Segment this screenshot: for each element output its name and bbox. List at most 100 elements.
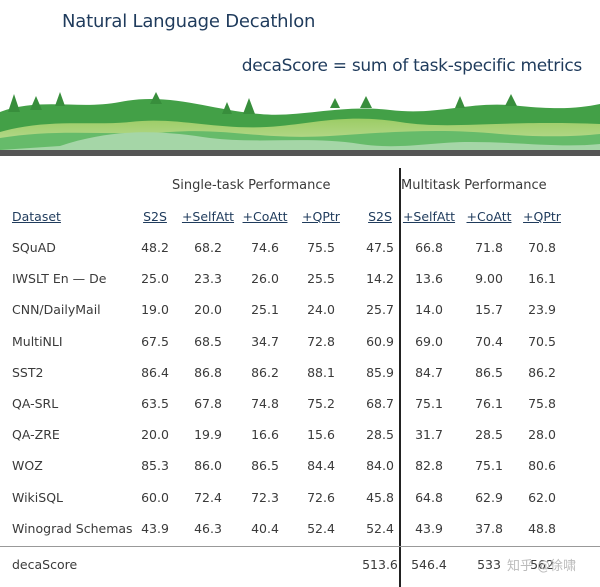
- table-cell: 72.3: [251, 489, 279, 505]
- table-cell: 86.4: [141, 364, 169, 380]
- table-cell: 64.8: [415, 489, 443, 505]
- table-cell: 62.9: [475, 489, 503, 505]
- column-header: +CoAtt: [242, 209, 288, 224]
- table-cell: 82.8: [415, 458, 443, 474]
- table-cell: 72.8: [307, 333, 335, 349]
- table-cell: 52.4: [307, 520, 335, 536]
- column-header: +QPtr: [302, 209, 340, 224]
- table-cell: 74.6: [251, 240, 279, 255]
- table-cell: 68.7: [366, 396, 394, 411]
- table-cell: 84.4: [307, 458, 335, 474]
- total-cell: 533: [477, 557, 501, 572]
- table-cell: 67.5: [141, 333, 169, 349]
- table-cell: 75.1: [475, 458, 503, 474]
- page-subtitle: decaScore = sum of task-specific metrics: [241, 56, 583, 76]
- forest-hills-banner: [0, 92, 600, 156]
- page-title: Natural Language Decathlon: [62, 11, 316, 32]
- table-cell: 86.5: [475, 364, 503, 380]
- table-cell: 66.8: [415, 240, 443, 255]
- table-cell: 13.6: [415, 271, 443, 287]
- table-cell: 9.00: [475, 271, 503, 287]
- column-header: +SelfAtt: [402, 209, 456, 224]
- table-cell: 40.4: [251, 520, 279, 536]
- table-cell: 70.4: [475, 333, 503, 349]
- table-cell: 62.0: [528, 489, 556, 505]
- row-dataset-name: WikiSQL: [12, 489, 64, 505]
- table-cell: 26.0: [251, 271, 279, 287]
- table-cell: 74.8: [251, 396, 279, 411]
- table-cell: 84.0: [366, 458, 394, 474]
- table-cell: 86.0: [194, 458, 222, 474]
- table-cell: 46.3: [194, 520, 222, 536]
- table-cell: 60.0: [141, 489, 169, 505]
- row-dataset-name: WOZ: [12, 458, 43, 474]
- table-cell: 20.0: [141, 427, 169, 443]
- row-dataset-name: Winograd Schemas: [12, 520, 133, 536]
- table-cell: 86.8: [194, 364, 222, 380]
- table-cell: 48.2: [141, 240, 169, 255]
- row-dataset-name: MultiNLI: [12, 333, 63, 349]
- table-cell: 19.0: [141, 302, 169, 318]
- table-cell: 23.9: [528, 302, 556, 318]
- row-dataset-name: SQuAD: [12, 240, 56, 255]
- table-cell: 48.8: [528, 520, 556, 536]
- table-cell: 67.8: [194, 396, 222, 411]
- table-cell: 84.7: [415, 364, 443, 380]
- table-cell: 72.4: [194, 489, 222, 505]
- table-cell: 16.1: [528, 271, 556, 287]
- table-cell: 68.5: [194, 333, 222, 349]
- table-cell: 25.7: [366, 302, 394, 318]
- table-cell: 45.8: [366, 489, 394, 505]
- table-cell: 75.8: [528, 396, 556, 411]
- row-dataset-name: CNN/DailyMail: [12, 302, 101, 318]
- row-dataset-name: IWSLT En — De: [12, 271, 107, 287]
- table-cell: 24.0: [307, 302, 335, 318]
- table-cell: 28.5: [366, 427, 394, 443]
- table-cell: 70.8: [528, 240, 556, 255]
- column-header: +CoAtt: [466, 209, 512, 224]
- table-cell: 16.6: [251, 427, 279, 443]
- table-cell: 86.2: [528, 364, 556, 380]
- column-header: S2S: [368, 209, 392, 224]
- table-cell: 88.1: [307, 364, 335, 380]
- row-dataset-name: decaScore: [12, 557, 78, 572]
- table-cell: 80.6: [528, 458, 556, 474]
- table-cell: 28.0: [528, 427, 556, 443]
- table-cell: 37.8: [475, 520, 503, 536]
- total-cell: 546.4: [411, 557, 447, 572]
- watermark: 知乎 @徐啸: [507, 559, 577, 574]
- table-cell: 63.5: [141, 396, 169, 411]
- total-divider: [0, 546, 600, 547]
- row-dataset-name: QA-SRL: [12, 396, 59, 411]
- table-cell: 85.3: [141, 458, 169, 474]
- table-cell: 25.1: [251, 302, 279, 318]
- table-cell: 23.3: [194, 271, 222, 287]
- column-header: +QPtr: [523, 209, 561, 224]
- table-cell: 86.5: [251, 458, 279, 474]
- table-cell: 72.6: [307, 489, 335, 505]
- table-cell: 15.6: [307, 427, 335, 443]
- table-cell: 76.1: [475, 396, 503, 411]
- table-cell: 47.5: [366, 240, 394, 255]
- table-cell: 28.5: [475, 427, 503, 443]
- column-divider: [399, 168, 401, 587]
- table-cell: 71.8: [475, 240, 503, 255]
- total-cell: 513.6: [362, 557, 398, 572]
- table-cell: 15.7: [475, 302, 503, 318]
- column-header: Dataset: [12, 209, 61, 224]
- table-cell: 60.9: [366, 333, 394, 349]
- row-dataset-name: QA-ZRE: [12, 427, 60, 443]
- table-cell: 85.9: [366, 364, 394, 380]
- column-header: S2S: [143, 209, 167, 224]
- table-cell: 68.2: [194, 240, 222, 255]
- multitask-group-label: Multitask Performance: [401, 178, 547, 193]
- single-task-group-label: Single-task Performance: [172, 178, 331, 193]
- table-cell: 75.5: [307, 240, 335, 255]
- table-cell: 75.1: [415, 396, 443, 411]
- table-cell: 43.9: [415, 520, 443, 536]
- table-cell: 70.5: [528, 333, 556, 349]
- table-cell: 52.4: [366, 520, 394, 536]
- table-cell: 43.9: [141, 520, 169, 536]
- table-cell: 31.7: [415, 427, 443, 443]
- table-cell: 25.0: [141, 271, 169, 287]
